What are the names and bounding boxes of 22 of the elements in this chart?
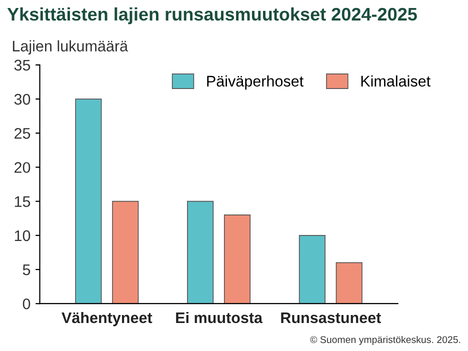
y-axis-title: Lajien lukumäärä	[12, 40, 128, 55]
x-tick-label: Runsastuneet	[281, 312, 381, 324]
y-tick-label: 5	[22, 264, 30, 276]
bar	[336, 262, 362, 304]
y-tick-label: 20	[14, 162, 30, 173]
legend-label: Päiväperhoset	[207, 75, 304, 90]
y-tick-label: 35	[14, 60, 30, 71]
y-tick-label: 30	[14, 94, 30, 105]
x-tick-label: Ei muutosta	[176, 312, 263, 324]
bar	[75, 98, 102, 304]
bar	[187, 200, 214, 304]
chart-title: Yksittäisten lajien runsausmuutokset 2024-2025	[7, 7, 417, 24]
y-tick-label: 15	[14, 196, 30, 208]
x-tick-label: Vähentyneet	[62, 312, 152, 326]
y-tick-label: 10	[14, 230, 30, 242]
y-tick-label: 0	[22, 298, 30, 310]
text: © Suomen ympäristökeskus. 2025.	[310, 336, 460, 345]
bar	[112, 200, 139, 304]
y-tick-label: 25	[14, 128, 30, 139]
legend-label: Kimalaiset	[361, 75, 430, 87]
bar	[298, 235, 326, 304]
bar	[224, 214, 251, 304]
